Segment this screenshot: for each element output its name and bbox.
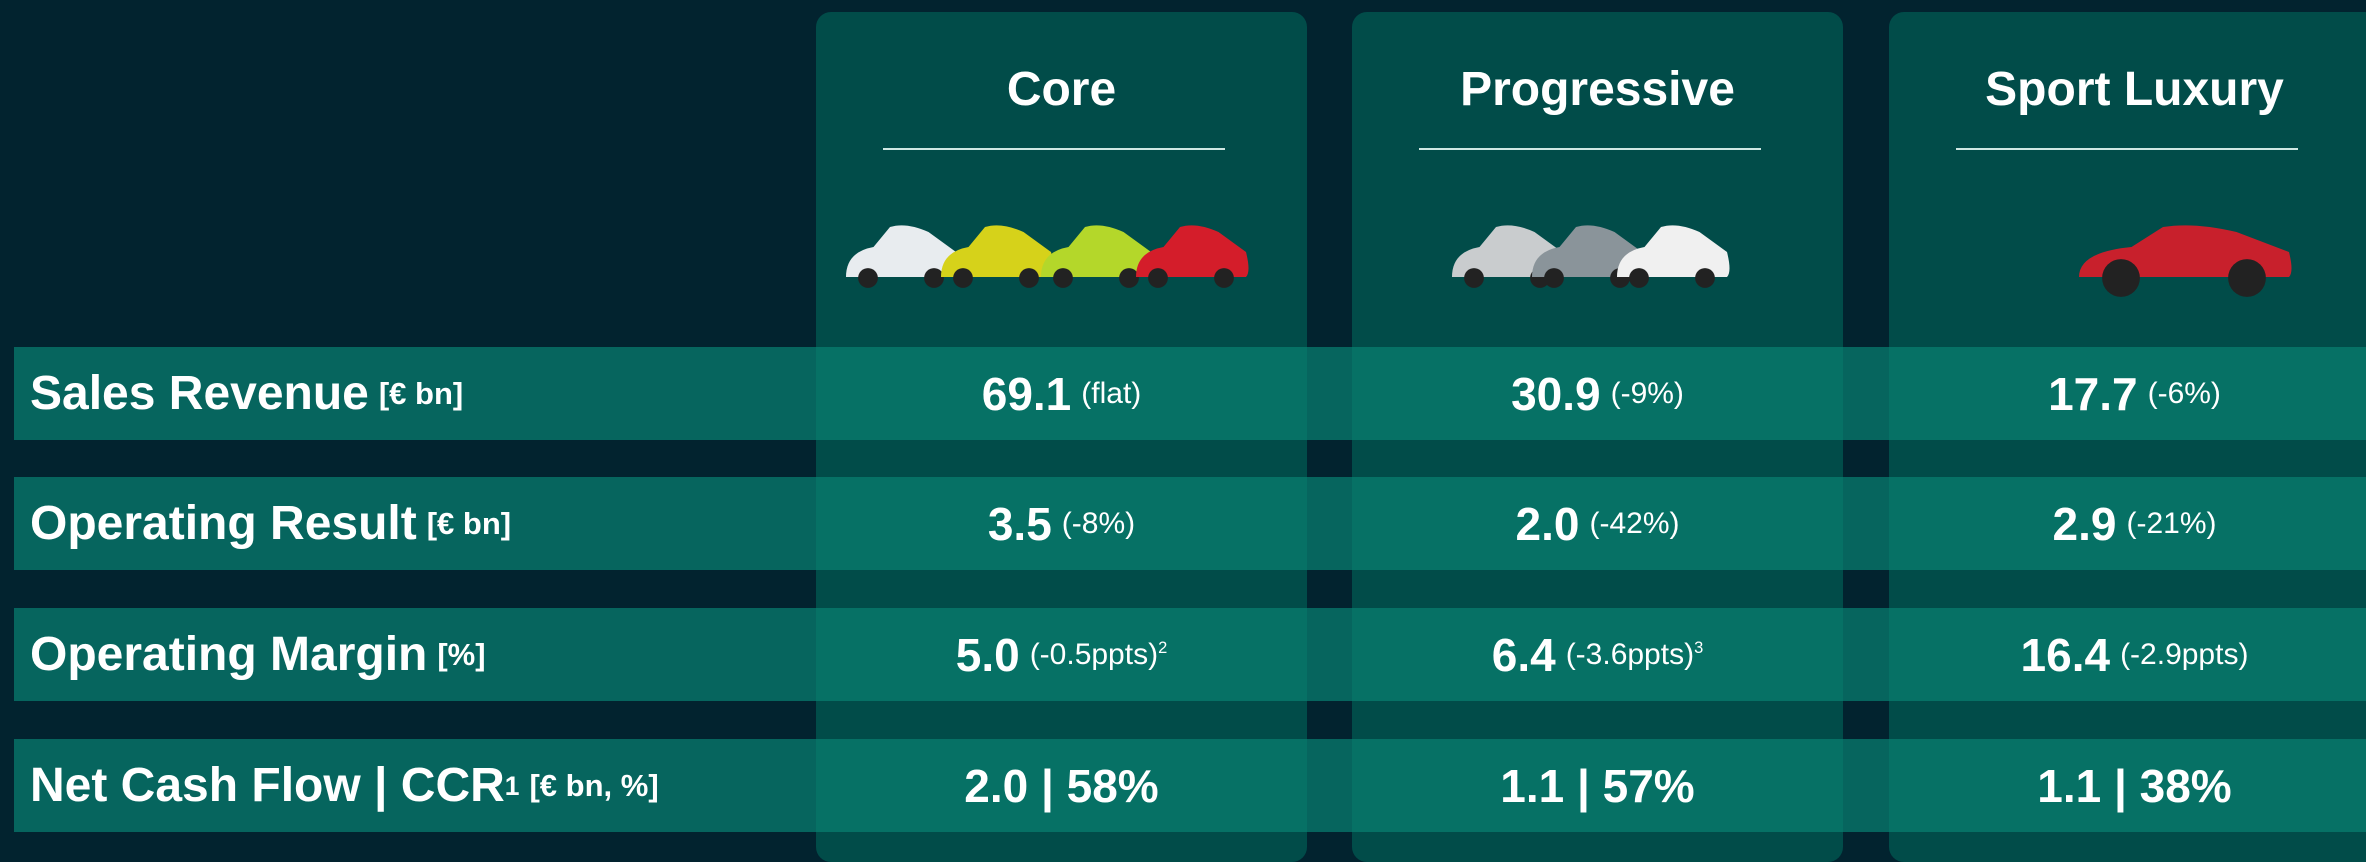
value: 69.1	[982, 367, 1072, 421]
wheel	[953, 268, 973, 288]
value: 16.4	[2021, 628, 2111, 682]
car	[941, 225, 1054, 277]
change: (-3.6ppts)3	[1566, 638, 1704, 672]
wheel	[1695, 268, 1715, 288]
change: (-6%)	[2148, 377, 2221, 411]
unit: [€ bn]	[427, 506, 511, 542]
car-image	[1352, 202, 1843, 302]
footnote: 2	[1158, 639, 1167, 657]
change: (-2.9ppts)	[2120, 638, 2248, 672]
value: 2.0	[1516, 497, 1580, 551]
wheel	[1119, 268, 1139, 288]
wheel	[1148, 268, 1168, 288]
change: (-21%)	[2126, 507, 2216, 541]
label-text: Operating Result	[30, 496, 417, 551]
row-band: Operating Margin [%] 5.0 (-0.5ppts)2 6.4 (-3.…	[14, 608, 2366, 701]
cell: 2.0 (-42%)	[1352, 477, 1843, 570]
wheel	[858, 268, 878, 288]
wheel	[1544, 268, 1564, 288]
column-title: Sport Luxury	[1889, 62, 2366, 117]
column-title: Core	[816, 62, 1307, 117]
wheel	[1214, 268, 1234, 288]
car	[1617, 225, 1730, 277]
row-band: Sales Revenue [€ bn] 69.1 (flat) 30.9 (-9%) 17…	[14, 347, 2366, 440]
unit: [%]	[437, 637, 485, 673]
wheel	[1629, 268, 1649, 288]
row-band: Operating Result[€ bn]3.5(-8%)2.0(-42%)2…	[14, 477, 2366, 570]
wheel	[2102, 259, 2140, 297]
car-image	[816, 202, 1307, 302]
car	[1136, 225, 1249, 277]
change: (-9%)	[1611, 377, 1684, 411]
change: (-42%)	[1589, 507, 1679, 541]
cell: 5.0 (-0.5ppts)2	[816, 608, 1307, 701]
title-rule	[883, 148, 1225, 150]
value: 5.0	[956, 628, 1020, 682]
wheel	[1464, 268, 1484, 288]
row-label: Operating Result [€ bn]	[30, 477, 511, 570]
value: 30.9	[1511, 367, 1601, 421]
row-label: Sales Revenue [€ bn]	[30, 347, 463, 440]
wheel	[924, 268, 944, 288]
car	[846, 225, 959, 277]
cell: 6.4 (-3.6ppts)3	[1352, 608, 1843, 701]
value: 1.1 | 57%	[1500, 759, 1694, 813]
wheel	[2228, 259, 2266, 297]
cell: 3.5 (-8%)	[816, 477, 1307, 570]
car	[1041, 225, 1154, 277]
column-title: Progressive	[1352, 62, 1843, 117]
car-image	[1889, 202, 2366, 302]
unit: [€ bn, %]	[529, 768, 658, 804]
cell: 2.0 | 58%	[816, 739, 1307, 832]
wheel	[1019, 268, 1039, 288]
cell: 1.1 | 38%	[1889, 739, 2366, 832]
footnote: 3	[1694, 639, 1703, 657]
change: (flat)	[1081, 377, 1141, 411]
wheel	[1053, 268, 1073, 288]
cell: 17.7 (-6%)	[1889, 347, 2366, 440]
page: Core Progressive Sport Luxury Sales Revenue…	[0, 0, 2366, 846]
label-text: Net Cash Flow | CCR	[30, 758, 505, 813]
label-text: Sales Revenue	[30, 366, 369, 421]
unit: [€ bn]	[379, 376, 463, 412]
value: 3.5	[988, 497, 1052, 551]
label-text: Operating Margin	[30, 627, 427, 682]
change: (-0.5ppts)2	[1030, 638, 1168, 672]
value: 17.7	[2048, 367, 2138, 421]
row-label: Operating Margin [%]	[30, 608, 486, 701]
value: 6.4	[1492, 628, 1556, 682]
cell: 16.4 (-2.9ppts)	[1889, 608, 2366, 701]
cell: 30.9 (-9%)	[1352, 347, 1843, 440]
title-rule	[1419, 148, 1761, 150]
value: 2.0 | 58%	[964, 759, 1158, 813]
cell: 1.1 | 57%	[1352, 739, 1843, 832]
change: (-8%)	[1062, 507, 1135, 541]
cell: 69.1 (flat)	[816, 347, 1307, 440]
cell: 2.9 (-21%)	[1889, 477, 2366, 570]
value: 1.1 | 38%	[2037, 759, 2231, 813]
value: 2.9	[2053, 497, 2117, 551]
title-rule	[1956, 148, 2298, 150]
